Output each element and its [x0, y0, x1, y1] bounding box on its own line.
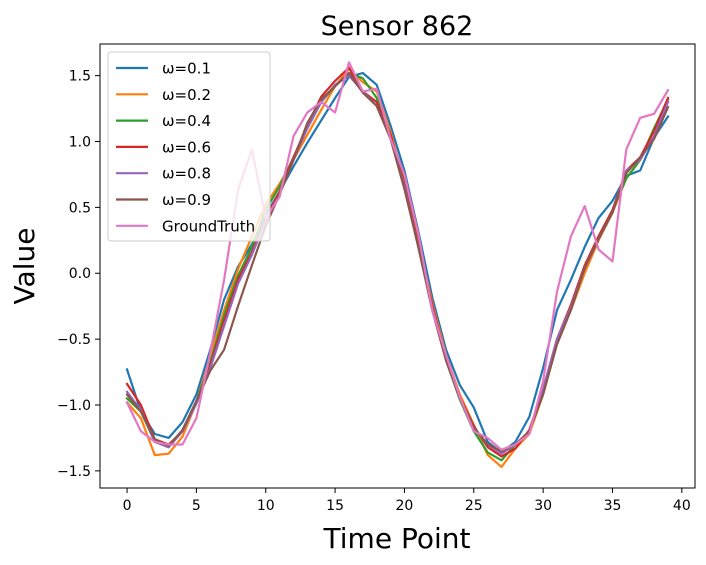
x-tick-label: 40 [673, 498, 691, 514]
x-axis: 0 5 10 15 20 25 30 35 40 [123, 488, 691, 514]
y-tick-label: −1.5 [57, 464, 91, 480]
y-tick-label: 1.5 [69, 69, 91, 85]
y-tick-label: 0.0 [69, 266, 91, 282]
legend-label: ω=0.4 [162, 112, 211, 130]
x-tick-label: 10 [257, 498, 275, 514]
x-tick-label: 5 [192, 498, 201, 514]
series-line-0-9 [125, 71, 670, 453]
x-tick-label: 35 [604, 498, 622, 514]
y-tick-label: 1.0 [69, 134, 91, 150]
plot-area [99, 43, 696, 489]
y-axis: −1.5 −1.0 −0.5 0.0 0.5 1.0 1.5 [57, 69, 100, 480]
series-line-0-1 [125, 71, 670, 454]
legend-box [107, 51, 271, 242]
x-tick-label: 25 [465, 498, 483, 514]
y-axis-label: Value [8, 228, 41, 305]
y-tick-label: −0.5 [57, 332, 91, 348]
x-axis-label: Time Point [323, 522, 471, 555]
y-tick-label: 0.5 [69, 200, 91, 216]
legend-label: ω=0.6 [162, 138, 211, 156]
legend-label: GroundTruth [162, 217, 255, 235]
chart-title: Sensor 862 [321, 11, 474, 42]
plot-frame [99, 43, 696, 489]
series-line-groundtruth [125, 61, 670, 451]
legend-label: ω=0.2 [162, 86, 211, 104]
series-layer [125, 61, 670, 468]
x-tick-label: 30 [534, 498, 552, 514]
legend-label: ω=0.8 [162, 165, 211, 183]
y-tick-label: −1.0 [57, 398, 91, 414]
x-tick-label: 20 [396, 498, 414, 514]
x-tick-label: 0 [123, 498, 132, 514]
legend-label: ω=0.1 [162, 60, 211, 78]
legend: ω=0.1 ω=0.2 ω=0.4 ω=0.6 ω=0.8 ω=0.9 GroundTrut… [107, 51, 271, 242]
legend-label: ω=0.9 [162, 191, 211, 209]
x-tick-label: 15 [326, 498, 344, 514]
